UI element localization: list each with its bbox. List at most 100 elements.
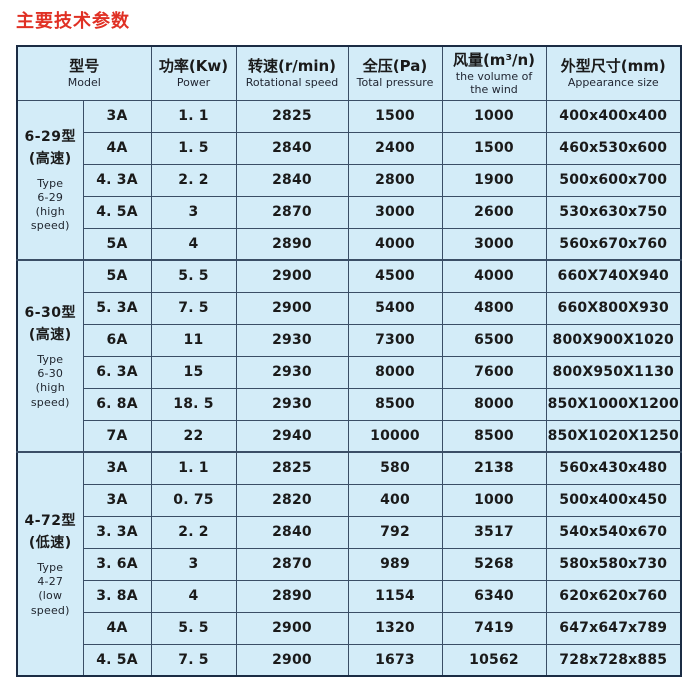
- col-header-size-zh: 外型尺寸(mm): [560, 56, 666, 75]
- cell-volume: 8000: [441, 387, 547, 421]
- cell-volume: 1000: [441, 483, 547, 517]
- cell-size: 540x540x670: [545, 515, 682, 549]
- cell-size: 500x400x450: [545, 483, 682, 517]
- cell-volume: 1900: [441, 163, 547, 197]
- cell-power: 22: [150, 419, 237, 453]
- col-header-pressure-zh: 全压(Pa): [362, 56, 428, 75]
- cell-size: 500x600x700: [545, 163, 682, 197]
- cell-power: 1. 1: [150, 99, 237, 133]
- cell-volume: 4000: [441, 259, 547, 293]
- cell-speed: 2840: [235, 131, 349, 165]
- cell-volume: 2138: [441, 451, 547, 485]
- table-row: 3A 0. 75 2820 400 1000 500x400x450: [17, 483, 682, 517]
- cell-power: 4: [150, 227, 237, 261]
- page-title: 主要技术参数: [16, 11, 130, 32]
- table-row: 4A 1. 5 2840 2400 1500 460x530x600: [17, 131, 682, 165]
- spec-table: 型号 Model 功率(Kw) Power 转速(r/min) Rotation…: [16, 45, 682, 677]
- cell-model: 3. 8A: [82, 579, 152, 613]
- cell-size: 850X1020X1250: [545, 419, 682, 453]
- cell-size: 400x400x400: [545, 99, 682, 133]
- cell-speed: 2930: [235, 355, 349, 389]
- group-label-en-line: speed): [30, 603, 70, 617]
- table-row: 5A 4 2890 4000 3000 560x670x760: [17, 227, 682, 261]
- cell-power: 3: [150, 547, 237, 581]
- cell-pressure: 1154: [347, 579, 443, 613]
- cell-size: 620x620x760: [545, 579, 682, 613]
- cell-speed: 2930: [235, 387, 349, 421]
- cell-power: 7. 5: [150, 291, 237, 325]
- cell-model: 3A: [82, 451, 152, 485]
- cell-model: 4. 5A: [82, 195, 152, 229]
- group-label-zh: 4-72型: [24, 513, 77, 530]
- cell-power: 4: [150, 579, 237, 613]
- cell-pressure: 3000: [347, 195, 443, 229]
- cell-model: 4. 3A: [82, 163, 152, 197]
- col-header-size-en: Appearance size: [567, 76, 659, 90]
- group-label-zh: (高速): [28, 327, 72, 344]
- cell-power: 7. 5: [150, 643, 237, 677]
- cell-power: 11: [150, 323, 237, 357]
- group-label-en: Type 4-27 (low speed): [18, 561, 82, 618]
- spec-table-header: 型号 Model 功率(Kw) Power 转速(r/min) Rotation…: [16, 45, 682, 101]
- col-header-power-en: Power: [176, 76, 211, 90]
- col-header-volume-zh: 风量(m³/n): [452, 50, 536, 69]
- cell-volume: 4800: [441, 291, 547, 325]
- cell-speed: 2840: [235, 515, 349, 549]
- cell-size: 560x430x480: [545, 451, 682, 485]
- table-row: 5. 3A 7. 5 2900 5400 4800 660X800X930: [17, 291, 682, 325]
- cell-speed: 2840: [235, 163, 349, 197]
- cell-size: 728x728x885: [545, 643, 682, 677]
- cell-speed: 2900: [235, 643, 349, 677]
- cell-model: 3. 6A: [82, 547, 152, 581]
- col-header-pressure-en: Total pressure: [356, 76, 434, 90]
- cell-model: 3. 3A: [82, 515, 152, 549]
- cell-power: 3: [150, 195, 237, 229]
- table-row: 4. 5A 3 2870 3000 2600 530x630x750: [17, 195, 682, 229]
- cell-model: 4. 5A: [82, 643, 152, 677]
- cell-model: 5A: [82, 259, 152, 293]
- cell-pressure: 4000: [347, 227, 443, 261]
- cell-volume: 1500: [441, 131, 547, 165]
- group-label-zh: (高速): [28, 151, 72, 168]
- cell-speed: 2900: [235, 611, 349, 645]
- cell-volume: 5268: [441, 547, 547, 581]
- cell-size: 530x630x750: [545, 195, 682, 229]
- cell-volume: 10562: [441, 643, 547, 677]
- cell-model: 5A: [82, 227, 152, 261]
- group-label-en: Type 6-29 (high speed): [18, 177, 82, 234]
- group-label-en-line: (high: [35, 381, 65, 395]
- cell-power: 18. 5: [150, 387, 237, 421]
- cell-size: 580x580x730: [545, 547, 682, 581]
- col-header-model-en: Model: [67, 76, 101, 90]
- cell-model: 6. 3A: [82, 355, 152, 389]
- table-row: 3. 8A 4 2890 1154 6340 620x620x760: [17, 579, 682, 613]
- cell-pressure: 4500: [347, 259, 443, 293]
- table-row: 6. 8A 18. 5 2930 8500 8000 850X1000X1200: [17, 387, 682, 421]
- col-header-pressure: 全压(Pa) Total pressure: [347, 45, 443, 101]
- cell-speed: 2825: [235, 99, 349, 133]
- group-label-en: Type 6-30 (high speed): [18, 353, 82, 410]
- group-label-en-line: 4-27: [37, 575, 64, 589]
- cell-volume: 3517: [441, 515, 547, 549]
- table-row: 6. 3A 15 2930 8000 7600 800X950X1130: [17, 355, 682, 389]
- col-header-power: 功率(Kw) Power: [150, 45, 237, 101]
- group-label-en-line: 6-30: [37, 367, 64, 381]
- group-label-en-line: (low: [38, 589, 63, 603]
- cell-power: 2. 2: [150, 163, 237, 197]
- cell-speed: 2890: [235, 227, 349, 261]
- table-row: 6-30型 (高速) Type 6-30 (high speed) 5A 5. 5 2900 45…: [16, 259, 682, 453]
- header-row: 型号 Model 功率(Kw) Power 转速(r/min) Rotation…: [16, 45, 682, 101]
- cell-pressure: 2400: [347, 131, 443, 165]
- cell-volume: 8500: [441, 419, 547, 453]
- group-label: 4-72型 (低速) Type 4-27 (low speed): [16, 451, 84, 677]
- group-label: 6-29型 (高速) Type 6-29 (high speed): [16, 99, 84, 261]
- cell-speed: 2870: [235, 547, 349, 581]
- col-header-volume: 风量(m³/n) the volume of the wind: [441, 45, 547, 101]
- cell-size: 660X740X940: [545, 259, 682, 293]
- cell-size: 660X800X930: [545, 291, 682, 325]
- cell-size: 647x647x789: [545, 611, 682, 645]
- cell-power: 5. 5: [150, 259, 237, 293]
- cell-power: 2. 2: [150, 515, 237, 549]
- table-row: 4-72型 (低速) Type 4-27 (low speed) 3A 1. 1 2825 580…: [16, 451, 682, 677]
- cell-model: 3A: [82, 99, 152, 133]
